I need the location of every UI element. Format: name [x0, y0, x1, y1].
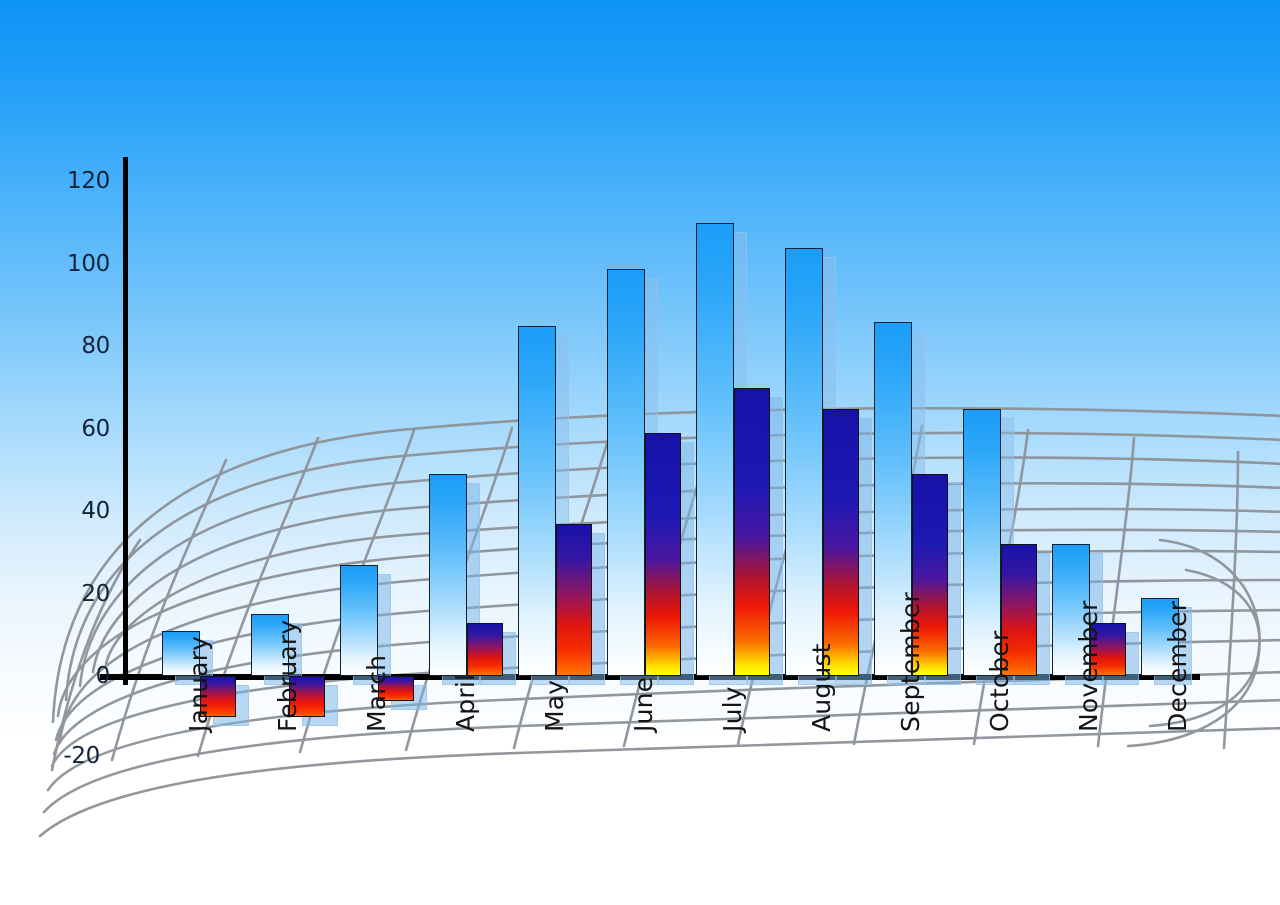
category-label-october: October: [985, 630, 1014, 732]
y-axis-line: [123, 157, 128, 685]
category-label-december: December: [1163, 600, 1192, 732]
category-label-november: November: [1074, 600, 1103, 732]
bar-series1-september[interactable]: [874, 322, 912, 676]
bar-series2-september[interactable]: [912, 474, 948, 676]
bar-series2-april[interactable]: [467, 622, 503, 676]
y-tick-40: 40: [81, 498, 110, 524]
bar-series1-june[interactable]: [607, 268, 645, 676]
category-label-july: July: [718, 686, 747, 732]
y-tick-0: 0: [95, 663, 111, 689]
bar-series1-october[interactable]: [963, 408, 1001, 676]
bar-series1-may[interactable]: [518, 326, 556, 676]
bar-series2-july[interactable]: [734, 387, 770, 676]
bar-series1-march[interactable]: [340, 564, 378, 676]
y-tick-neg20: -20: [63, 743, 100, 769]
bar-series2-may[interactable]: [556, 523, 592, 676]
y-tick-120: 120: [67, 168, 110, 194]
category-label-march: March: [362, 654, 391, 732]
category-label-april: April: [451, 673, 480, 732]
bar-series1-july[interactable]: [696, 223, 734, 676]
category-label-january: January: [184, 635, 213, 732]
category-label-september: September: [896, 592, 925, 732]
bar-series2-august[interactable]: [823, 408, 859, 676]
bar-series2-october[interactable]: [1001, 544, 1037, 676]
bar-series1-december[interactable]: [1141, 597, 1179, 676]
category-label-august: August: [807, 643, 836, 732]
category-label-february: February: [273, 619, 302, 732]
bar-series2-june[interactable]: [645, 433, 681, 676]
y-tick-60: 60: [81, 416, 110, 442]
bar-series1-april[interactable]: [429, 474, 467, 676]
bar-series2-march[interactable]: [378, 676, 414, 701]
y-tick-20: 20: [81, 581, 110, 607]
category-label-may: May: [540, 679, 569, 732]
category-label-june: June: [629, 676, 658, 732]
bar-series1-november[interactable]: [1052, 544, 1090, 676]
y-tick-80: 80: [81, 333, 110, 359]
bar-series2-february[interactable]: [289, 676, 325, 718]
bar-series1-august[interactable]: [785, 248, 823, 676]
y-tick-100: 100: [67, 251, 110, 277]
bar-series1-january[interactable]: [162, 630, 200, 676]
bar-series1-february[interactable]: [251, 614, 289, 676]
bar-series2-november[interactable]: [1090, 622, 1126, 676]
bar-series2-january[interactable]: [200, 676, 236, 718]
